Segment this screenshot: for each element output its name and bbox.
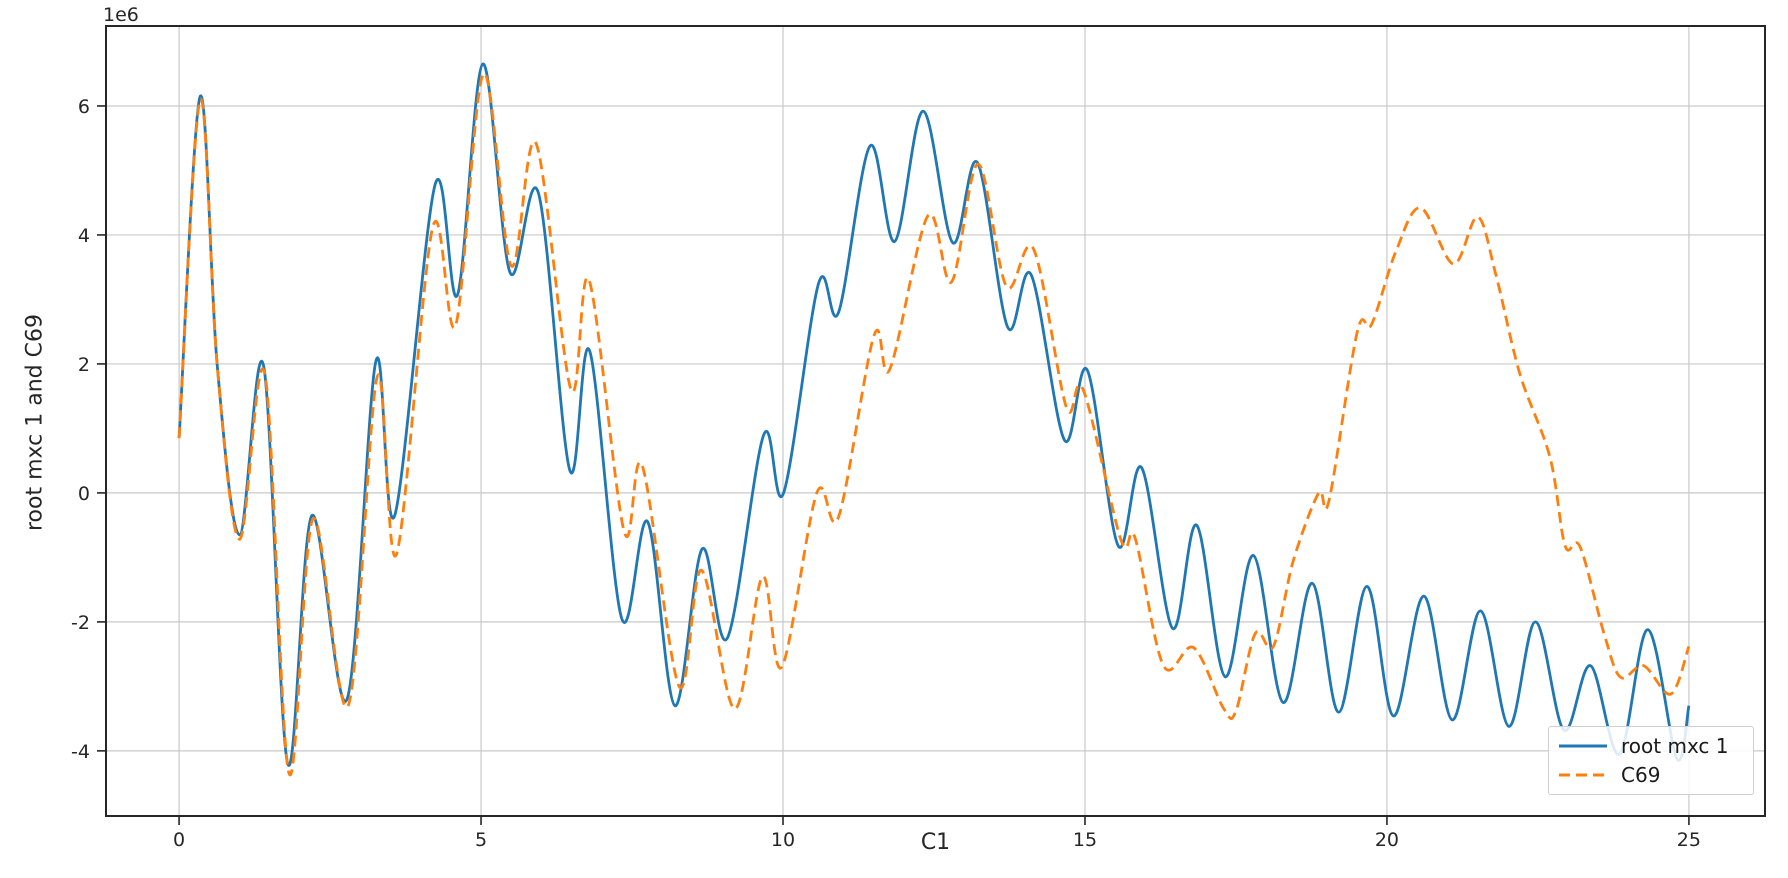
plot-border <box>105 25 1766 817</box>
axes-spines <box>105 25 1766 817</box>
series-line-c69 <box>177 72 1691 777</box>
y-tick-label: 4 <box>78 225 90 247</box>
x-tick-label: 20 <box>1375 829 1399 851</box>
y-tick-label: 2 <box>78 354 90 376</box>
y-tick-label: 6 <box>78 96 90 118</box>
y-tick-label: -4 <box>71 741 90 763</box>
x-tick-label: 0 <box>173 829 185 851</box>
x-axis-label: C1 <box>920 830 951 855</box>
legend-label: C69 <box>1621 763 1661 787</box>
legend-line-sample-solid <box>1559 744 1607 748</box>
y-tick-label: -2 <box>71 612 90 634</box>
x-tick-label: 10 <box>771 829 795 851</box>
legend: root mxc 1 C69 <box>1548 726 1754 795</box>
y-axis-label: root mxc 1 and C69 <box>22 314 48 531</box>
gridlines <box>106 26 1765 816</box>
series-line-root-mxc-1 <box>177 62 1691 767</box>
legend-entry-c69: C69 <box>1559 763 1743 787</box>
tick-marks <box>97 105 1690 825</box>
legend-entry-root-mxc-1: root mxc 1 <box>1559 734 1743 758</box>
x-tick-label: 25 <box>1677 829 1701 851</box>
y-axis-offset-label: 1e6 <box>103 4 139 26</box>
series-lines <box>177 62 1691 777</box>
legend-label: root mxc 1 <box>1621 734 1729 758</box>
x-tick-label: 5 <box>475 829 487 851</box>
y-tick-labels: -4 -2 0 2 4 6 <box>71 96 90 763</box>
legend-line-sample-dashed <box>1559 773 1607 777</box>
x-tick-label: 15 <box>1073 829 1097 851</box>
y-tick-label: 0 <box>78 483 90 505</box>
x-tick-labels: 0 5 10 15 20 25 <box>173 829 1701 851</box>
